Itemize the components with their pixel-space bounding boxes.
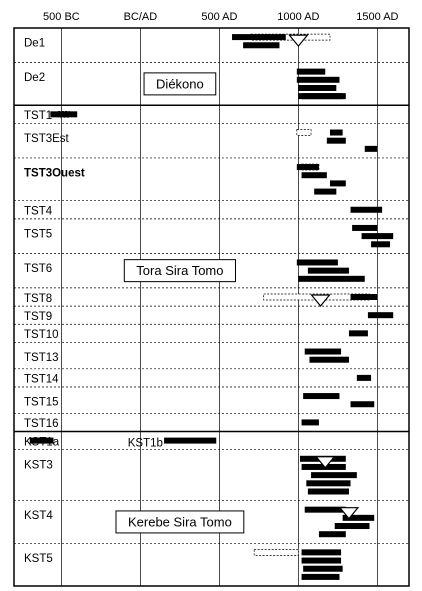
date-bar-de2-4 bbox=[298, 84, 337, 91]
date-bar-tst15-28 bbox=[303, 393, 340, 400]
zone-box-tora-sira-tomo bbox=[123, 259, 236, 283]
date-bar-tst8-22 bbox=[350, 294, 378, 300]
median-markers bbox=[288, 34, 360, 520]
site-label-tst5: TST5 bbox=[24, 228, 52, 240]
date-bar-kst3-37 bbox=[307, 488, 349, 495]
zone-label-kerebe-sira-tomo: Kerebe Sira Tomo bbox=[128, 514, 232, 529]
gridlines bbox=[61, 28, 378, 586]
date-bar-kst4-40 bbox=[334, 523, 370, 530]
site-label-tst6: TST6 bbox=[24, 263, 52, 275]
zone-label-tora-sira-tomo: Tora Sira Tomo bbox=[136, 263, 223, 278]
site-label-de1: De1 bbox=[24, 38, 45, 50]
date-bar-kst1a-32 bbox=[164, 437, 217, 444]
date-bar-kst3-36 bbox=[306, 480, 351, 487]
dashed-bar-kst5-5 bbox=[253, 549, 299, 556]
date-bar-de1-1 bbox=[243, 42, 280, 49]
median-triangle-kst3 bbox=[314, 456, 336, 469]
tick-label-500-bc: 500 BC bbox=[43, 11, 80, 23]
site-label-tst3est: TST3Est bbox=[24, 133, 70, 145]
date-bar-tst6-21 bbox=[298, 275, 365, 282]
date-bar-kst1a-31 bbox=[29, 437, 54, 444]
site-label-kst1a: KST1a bbox=[24, 436, 60, 448]
median-triangle-de1 bbox=[288, 34, 309, 48]
median-triangle-kst4 bbox=[338, 507, 360, 520]
date-bar-tst3ouest-12 bbox=[301, 172, 327, 179]
axis-ticks: 500 BC BC/AD 500 AD 1000 AD 1500 AD bbox=[43, 11, 399, 23]
site-label-kst5: KST5 bbox=[24, 553, 53, 565]
date-bar-tst10-24 bbox=[348, 330, 368, 337]
date-bar-kst5-42 bbox=[301, 549, 342, 556]
zone-box-di-kono bbox=[143, 72, 217, 96]
date-bar-tst14-27 bbox=[356, 374, 372, 381]
date-bar-tst5-16 bbox=[352, 224, 378, 231]
date-bar-tst13-25 bbox=[304, 348, 342, 355]
site-label-tst9: TST9 bbox=[24, 311, 52, 323]
date-bar-tst5-18 bbox=[371, 241, 391, 248]
site-label-tst8: TST8 bbox=[24, 293, 52, 305]
site-label-tst1: TST1 bbox=[24, 110, 52, 122]
date-bar-kst4-41 bbox=[318, 531, 346, 538]
site-label-tst16: TST16 bbox=[24, 418, 59, 430]
date-bar-de2-6 bbox=[301, 93, 343, 100]
date-bar-tst3est-9 bbox=[326, 137, 346, 144]
date-bar-de2-3 bbox=[296, 76, 340, 83]
date-bar-tst9-23 bbox=[367, 312, 394, 319]
date-bar-kst5-44 bbox=[303, 565, 343, 572]
date-bars bbox=[29, 34, 394, 580]
date-bar-tst6-20 bbox=[307, 267, 349, 274]
site-label-kst3: KST3 bbox=[24, 459, 53, 471]
site-label-tst13: TST13 bbox=[24, 352, 59, 364]
date-bar-tst1-7 bbox=[50, 111, 78, 118]
site-label-tst14: TST14 bbox=[24, 374, 59, 386]
date-bar-tst3ouest-11 bbox=[296, 164, 319, 171]
date-bar-tst6-19 bbox=[296, 259, 338, 266]
date-bar-tst15-29 bbox=[350, 401, 375, 408]
date-bar-kst5-45 bbox=[301, 573, 340, 580]
date-bar-tst16-30 bbox=[301, 419, 319, 426]
site-label-tst4: TST4 bbox=[24, 206, 53, 218]
date-bar-de2-2 bbox=[296, 68, 326, 75]
site-label-kst1b: KST1b bbox=[128, 438, 163, 450]
date-bar-tst5-17 bbox=[361, 233, 394, 240]
dashed-bar-tst3est-2 bbox=[296, 129, 312, 136]
site-label-kst4: KST4 bbox=[24, 510, 53, 522]
date-bar-kst5-43 bbox=[301, 557, 342, 564]
date-bar-tst3est-10 bbox=[364, 145, 378, 152]
tick-label-500-ad: 500 AD bbox=[201, 11, 237, 23]
zone-label-di-kono: Diékono bbox=[156, 76, 204, 91]
site-label-tst10: TST10 bbox=[24, 329, 59, 341]
date-bar-de1-0 bbox=[232, 34, 286, 41]
zone-box-kerebe-sira-tomo bbox=[115, 510, 245, 534]
date-bar-kst3-34 bbox=[301, 463, 346, 470]
date-bar-tst4-15 bbox=[350, 206, 383, 213]
site-label-de2: De2 bbox=[24, 72, 45, 84]
tick-label-bc-ad: BC/AD bbox=[124, 11, 158, 23]
site-label-tst15: TST15 bbox=[24, 397, 59, 409]
site-label-tst3ouest: TST3Ouest bbox=[24, 168, 85, 180]
group-separators bbox=[14, 62, 409, 544]
date-bar-tst3ouest-13 bbox=[330, 180, 346, 187]
date-bar-tst13-26 bbox=[309, 356, 349, 363]
median-triangle-tst8 bbox=[310, 294, 331, 307]
plot-frame bbox=[13, 27, 410, 587]
tick-label-1500-ad: 1500 AD bbox=[356, 11, 398, 23]
date-bar-kst3-35 bbox=[311, 472, 357, 479]
zone-labels: Diékono Tora Sira Tomo Kerebe Sira Tomo bbox=[115, 72, 245, 534]
date-bar-tst3est-8 bbox=[330, 129, 343, 136]
site-labels: De1 De2 TST1 TST3Est TST3Ouest TST4 TST5 TST6 TS… bbox=[24, 38, 163, 565]
tick-label-1000-ad: 1000 AD bbox=[277, 11, 319, 23]
date-bar-kst4-39 bbox=[342, 514, 375, 521]
date-bar-tst3ouest-14 bbox=[314, 188, 337, 195]
date-bar-kst4-38 bbox=[304, 506, 346, 513]
